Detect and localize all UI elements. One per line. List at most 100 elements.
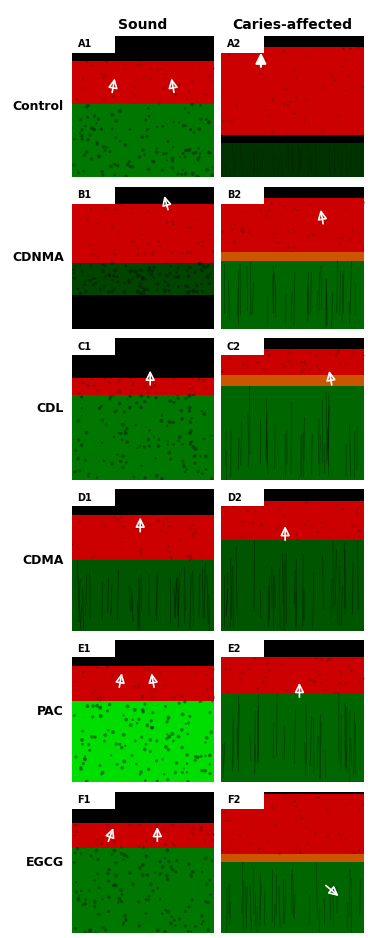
Point bbox=[86, 737, 92, 752]
Point bbox=[174, 387, 180, 402]
Point bbox=[202, 735, 208, 750]
Point bbox=[316, 361, 322, 376]
Point bbox=[97, 701, 103, 716]
Point bbox=[303, 48, 309, 63]
Point bbox=[325, 651, 331, 666]
Point bbox=[198, 112, 204, 127]
Point bbox=[119, 740, 125, 755]
Point bbox=[71, 265, 77, 280]
Point bbox=[280, 199, 286, 214]
Point bbox=[198, 749, 204, 764]
Point bbox=[145, 660, 151, 675]
Point bbox=[89, 152, 95, 167]
Point bbox=[134, 240, 140, 255]
Point bbox=[352, 59, 358, 74]
Point bbox=[123, 913, 129, 928]
Point bbox=[190, 865, 196, 880]
Point bbox=[297, 803, 302, 818]
Point bbox=[94, 831, 100, 846]
Point bbox=[164, 215, 170, 230]
Point bbox=[251, 812, 257, 827]
Point bbox=[164, 511, 170, 526]
Point bbox=[197, 371, 202, 386]
Point bbox=[350, 845, 356, 860]
Point bbox=[165, 434, 171, 449]
Point bbox=[272, 817, 278, 832]
Point bbox=[353, 506, 359, 521]
Text: E2: E2 bbox=[227, 643, 240, 654]
Point bbox=[199, 687, 205, 702]
Point bbox=[129, 234, 135, 249]
Point bbox=[168, 551, 174, 566]
Point bbox=[130, 374, 135, 389]
Point bbox=[79, 401, 85, 416]
Point bbox=[205, 270, 210, 285]
Point bbox=[349, 519, 355, 534]
Bar bbox=[72, 295, 214, 328]
Point bbox=[187, 284, 192, 299]
Point bbox=[142, 773, 148, 788]
Point bbox=[166, 904, 171, 919]
Point bbox=[319, 80, 325, 95]
Point bbox=[134, 716, 140, 731]
Point bbox=[118, 509, 124, 524]
Point bbox=[140, 703, 146, 718]
Point bbox=[337, 356, 343, 371]
Point bbox=[101, 518, 107, 533]
Point bbox=[333, 498, 339, 513]
Point bbox=[171, 114, 177, 129]
Point bbox=[208, 822, 214, 837]
Point bbox=[189, 434, 195, 449]
Bar bbox=[72, 641, 114, 658]
Point bbox=[100, 168, 106, 183]
Point bbox=[90, 247, 96, 262]
Point bbox=[100, 69, 106, 84]
Bar bbox=[221, 252, 364, 261]
Point bbox=[179, 412, 185, 427]
Point bbox=[263, 207, 269, 222]
Point bbox=[94, 698, 100, 713]
Point bbox=[335, 342, 341, 357]
Point bbox=[77, 463, 83, 478]
Bar bbox=[221, 375, 364, 386]
Point bbox=[208, 73, 214, 88]
Point bbox=[120, 519, 126, 534]
Point bbox=[155, 923, 161, 938]
Point bbox=[159, 472, 165, 487]
Point bbox=[141, 286, 147, 301]
Point bbox=[85, 132, 91, 147]
Point bbox=[206, 226, 212, 241]
Point bbox=[124, 392, 130, 407]
Point bbox=[114, 447, 120, 462]
Point bbox=[198, 823, 204, 838]
Point bbox=[205, 895, 211, 910]
Point bbox=[138, 276, 144, 291]
Point bbox=[134, 396, 140, 411]
Point bbox=[124, 157, 130, 172]
Point bbox=[219, 498, 225, 513]
Point bbox=[125, 699, 131, 714]
Bar bbox=[72, 264, 214, 295]
Point bbox=[145, 122, 151, 137]
Point bbox=[322, 683, 328, 698]
Point bbox=[199, 284, 205, 299]
Point bbox=[121, 848, 127, 863]
Point bbox=[203, 461, 209, 477]
Point bbox=[173, 86, 178, 101]
Point bbox=[139, 287, 145, 302]
Point bbox=[252, 504, 258, 519]
Point bbox=[91, 122, 97, 137]
Point bbox=[313, 357, 319, 372]
Point bbox=[120, 460, 126, 475]
Point bbox=[75, 414, 81, 429]
Point bbox=[75, 892, 81, 907]
Point bbox=[166, 446, 172, 461]
Point bbox=[328, 68, 333, 83]
Point bbox=[272, 818, 278, 833]
Point bbox=[98, 281, 103, 296]
Point bbox=[176, 280, 181, 295]
Point bbox=[131, 88, 137, 103]
Point bbox=[105, 704, 110, 719]
Point bbox=[188, 662, 194, 677]
Point bbox=[124, 421, 130, 436]
